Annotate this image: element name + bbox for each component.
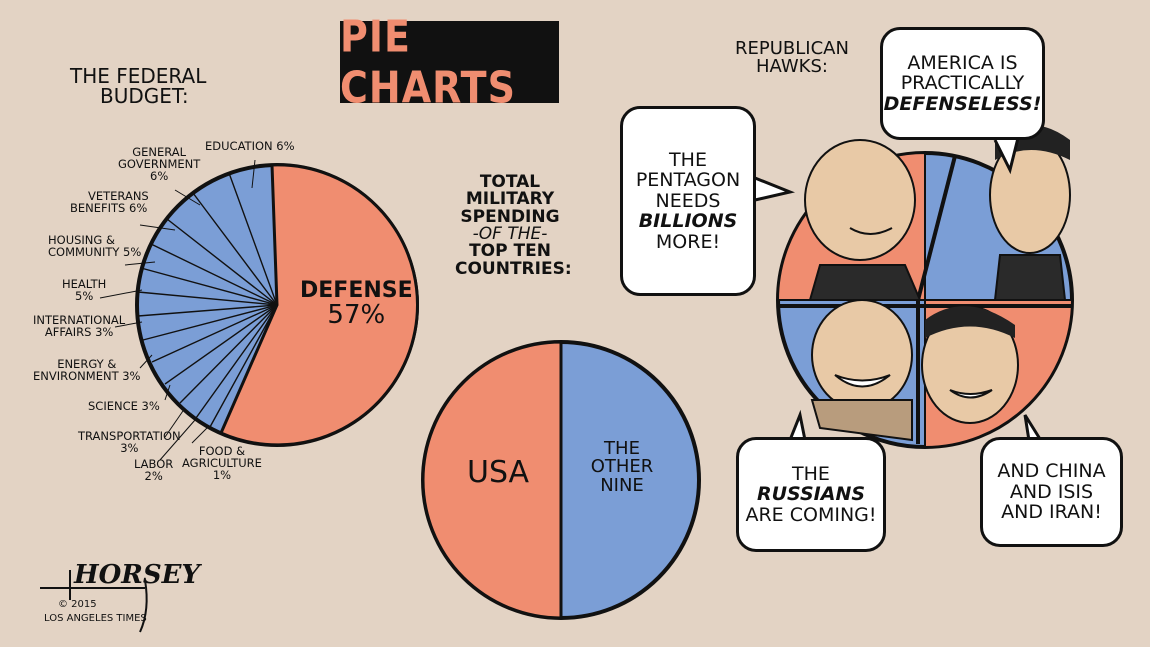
label-housing: HOUSING & COMMUNITY 5% xyxy=(48,233,142,260)
label-education: EDUCATION 6% xyxy=(205,139,295,153)
hawks-pie xyxy=(776,125,1074,449)
cartoon-title-box: PIE CHARTS xyxy=(340,11,559,113)
bubble-russians: THE RUSSIANS ARE COMING! xyxy=(736,437,886,552)
federal-budget-pie xyxy=(99,159,419,461)
label-transportation: TRANSPORTATION 3% xyxy=(78,429,181,456)
label-science: SCIENCE 3% xyxy=(88,399,160,413)
bubble-pentagon: THE PENTAGON NEEDS BILLIONS MORE! xyxy=(620,106,756,296)
signature-copyright: © 2015 xyxy=(58,599,97,610)
bald-hawk-face xyxy=(804,139,916,261)
grinning-hawk-face xyxy=(811,299,913,411)
usa-label: USA xyxy=(467,455,530,490)
military-spending-pie xyxy=(421,340,701,620)
defense-label: DEFENSE 57% xyxy=(300,278,413,331)
label-general-government: GENERAL GOVERNMENT 6% xyxy=(118,145,201,184)
other-nine-label: THE OTHER NINE xyxy=(590,438,654,496)
hawks-heading: REPUBLICAN HAWKS: xyxy=(735,38,849,78)
signature-name: HORSEY xyxy=(74,560,200,590)
label-energy: ENERGY & ENVIRONMENT 3% xyxy=(33,357,141,384)
military-spending-heading: TOTAL MILITARY SPENDING -OF THE- TOP TEN… xyxy=(455,172,572,279)
label-food-agriculture: FOOD & AGRICULTURE 1% xyxy=(182,444,262,483)
label-health: HEALTH 5% xyxy=(62,277,107,304)
cartoon-title: PIE CHARTS xyxy=(340,11,516,113)
label-international: INTERNATIONAL AFFAIRS 3% xyxy=(33,313,126,340)
federal-budget-heading: THE FEDERAL BUDGET: xyxy=(70,64,207,109)
bubble-china: AND CHINA AND ISIS AND IRAN! xyxy=(980,437,1123,547)
bubble-america: AMERICA IS PRACTICALLY DEFENSELESS! xyxy=(880,27,1045,140)
label-veterans: VETERANS BENEFITS 6% xyxy=(70,189,149,216)
label-labor: LABOR 2% xyxy=(134,457,174,484)
signature-flourish xyxy=(40,570,148,633)
signature-publisher: LOS ANGELES TIMES xyxy=(44,613,147,624)
